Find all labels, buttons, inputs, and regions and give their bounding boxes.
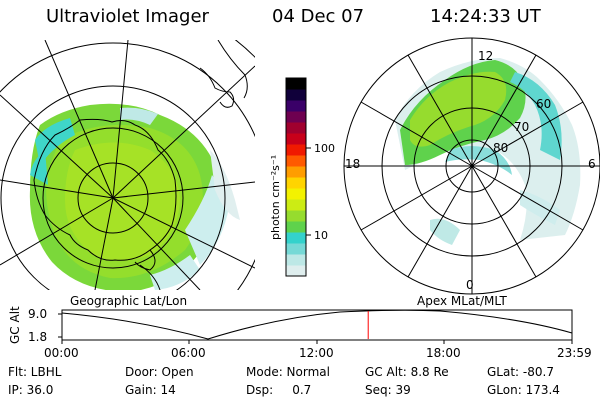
filter-info: Flt: LBHL [8,365,62,379]
time-label: 14:24:33 UT [430,6,541,27]
time-tick-1800: 18:00 [426,346,461,360]
colorbar-swatch [286,177,306,189]
alt-tick-low: 1.8 [28,330,47,344]
time-tick-1200: 12:00 [299,346,334,360]
date-label: 04 Dec 07 [272,6,365,27]
time-tick-0000: 00:00 [44,346,79,360]
door-info: Door: Open [125,365,194,379]
mlt-label-12: 12 [478,49,493,63]
colorbar-swatches [286,78,306,277]
colorbar-swatch [286,133,306,145]
colorbar: 100 10 photon cm⁻²s⁻¹ [269,77,335,277]
colorbar-swatch [286,221,306,233]
colorbar-tick-10: 10 [314,229,328,242]
dsp-info: Dsp: 0.7 [246,383,312,397]
colorbar-swatch [286,166,306,178]
glat-info: GLat: -80.7 [487,365,554,379]
colorbar-swatch [286,254,306,266]
colorbar-swatch [286,243,306,255]
mlt-label-18: 18 [345,157,360,171]
altitude-curve [61,309,573,340]
colorbar-swatch [286,100,306,112]
colorbar-swatch [286,122,306,134]
glon-info: GLon: 173.4 [487,383,560,397]
colorbar-swatch [286,89,306,101]
geo-grid [0,40,255,290]
time-tick-2359: 23:59 [557,346,592,360]
mlt-label-6: 6 [588,157,596,171]
colorbar-swatch [286,188,306,200]
colorbar-swatch [286,232,306,244]
colorbar-unit-label: photon cm⁻²s⁻¹ [269,155,282,240]
magnetic-image: 12 18 6 0 60 70 80 [343,37,600,295]
seq-info: Seq: 39 [365,383,411,397]
colorbar-swatch [286,78,306,90]
mlat-label-60: 60 [536,97,551,111]
colorbar-swatch [286,155,306,167]
mlat-label-70: 70 [514,120,529,134]
geographic-image [0,40,255,290]
colorbar-swatch [286,144,306,156]
time-tick-0600: 06:00 [171,346,206,360]
instrument-title: Ultraviolet Imager [46,6,209,27]
altitude-timeline: 9.0 1.8 GC Alt 00:00 06:00 12:00 18:00 2… [8,306,592,360]
colorbar-swatch [286,210,306,222]
magnetic-caption: Apex MLat/MLT [417,294,507,308]
colorbar-swatch [286,199,306,211]
gc-alt-info: GC Alt: 8.8 Re [365,365,449,379]
ip-info: IP: 36.0 [8,383,54,397]
alt-tick-high: 9.0 [28,307,47,321]
alt-axis-label: GC Alt [8,306,22,344]
mode-info: Mode: Normal [246,365,330,379]
colorbar-swatch [286,265,306,277]
mlt-label-0: 0 [466,278,474,292]
auroral-emission-right [395,58,581,245]
mlat-label-80: 80 [493,141,508,155]
colorbar-swatch [286,111,306,123]
geographic-caption: Geographic Lat/Lon [70,294,187,308]
mlt-grid [343,37,600,295]
timeline-x-ticks [61,340,573,344]
colorbar-tick-100: 100 [314,142,335,155]
gain-info: Gain: 14 [125,383,176,397]
